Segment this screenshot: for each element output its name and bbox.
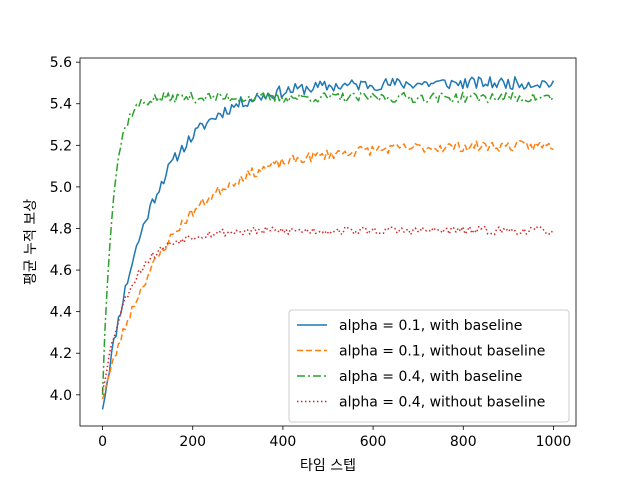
legend-entry-3: alpha = 0.4, with baseline	[339, 369, 522, 385]
y-tick-label: 4.6	[50, 263, 72, 279]
y-tick-label: 4.8	[50, 221, 72, 237]
legend-entry-4: alpha = 0.4, without baseline	[339, 395, 545, 411]
x-tick-label: 0	[98, 434, 107, 450]
y-axis: 4.0 4.2 4.4 4.6 4.8 5.0 5.2 5.4 5.6	[50, 55, 80, 404]
x-axis-label: 타임 스텝	[300, 458, 356, 474]
y-tick-label: 5.6	[50, 55, 72, 71]
x-axis: 0 200 400 600 800 1000	[98, 426, 571, 450]
x-tick-label: 800	[450, 434, 477, 450]
y-tick-label: 4.2	[50, 346, 72, 362]
legend-entry-2: alpha = 0.1, without baseline	[339, 344, 545, 360]
x-tick-label: 1000	[536, 434, 572, 450]
y-tick-label: 5.2	[50, 138, 72, 154]
y-tick-label: 5.4	[50, 97, 72, 113]
series-line-3	[101, 91, 555, 395]
legend: alpha = 0.1, with baseline alpha = 0.1, w…	[288, 309, 570, 423]
x-tick-label: 600	[360, 434, 387, 450]
series-line-1	[101, 76, 555, 410]
legend-entry-1: alpha = 0.1, with baseline	[339, 318, 522, 334]
y-tick-label: 4.4	[50, 305, 72, 321]
x-tick-label: 400	[270, 434, 297, 450]
y-axis-label: 평균 누적 보상	[23, 199, 39, 285]
plot-area	[101, 76, 555, 410]
legend-box	[288, 309, 570, 423]
y-tick-label: 4.0	[50, 388, 72, 404]
series-line-2	[101, 140, 554, 400]
axes-frame	[79, 57, 577, 427]
series-line-4	[101, 225, 554, 391]
x-tick-label: 200	[179, 434, 206, 450]
y-tick-label: 5.0	[50, 180, 72, 196]
